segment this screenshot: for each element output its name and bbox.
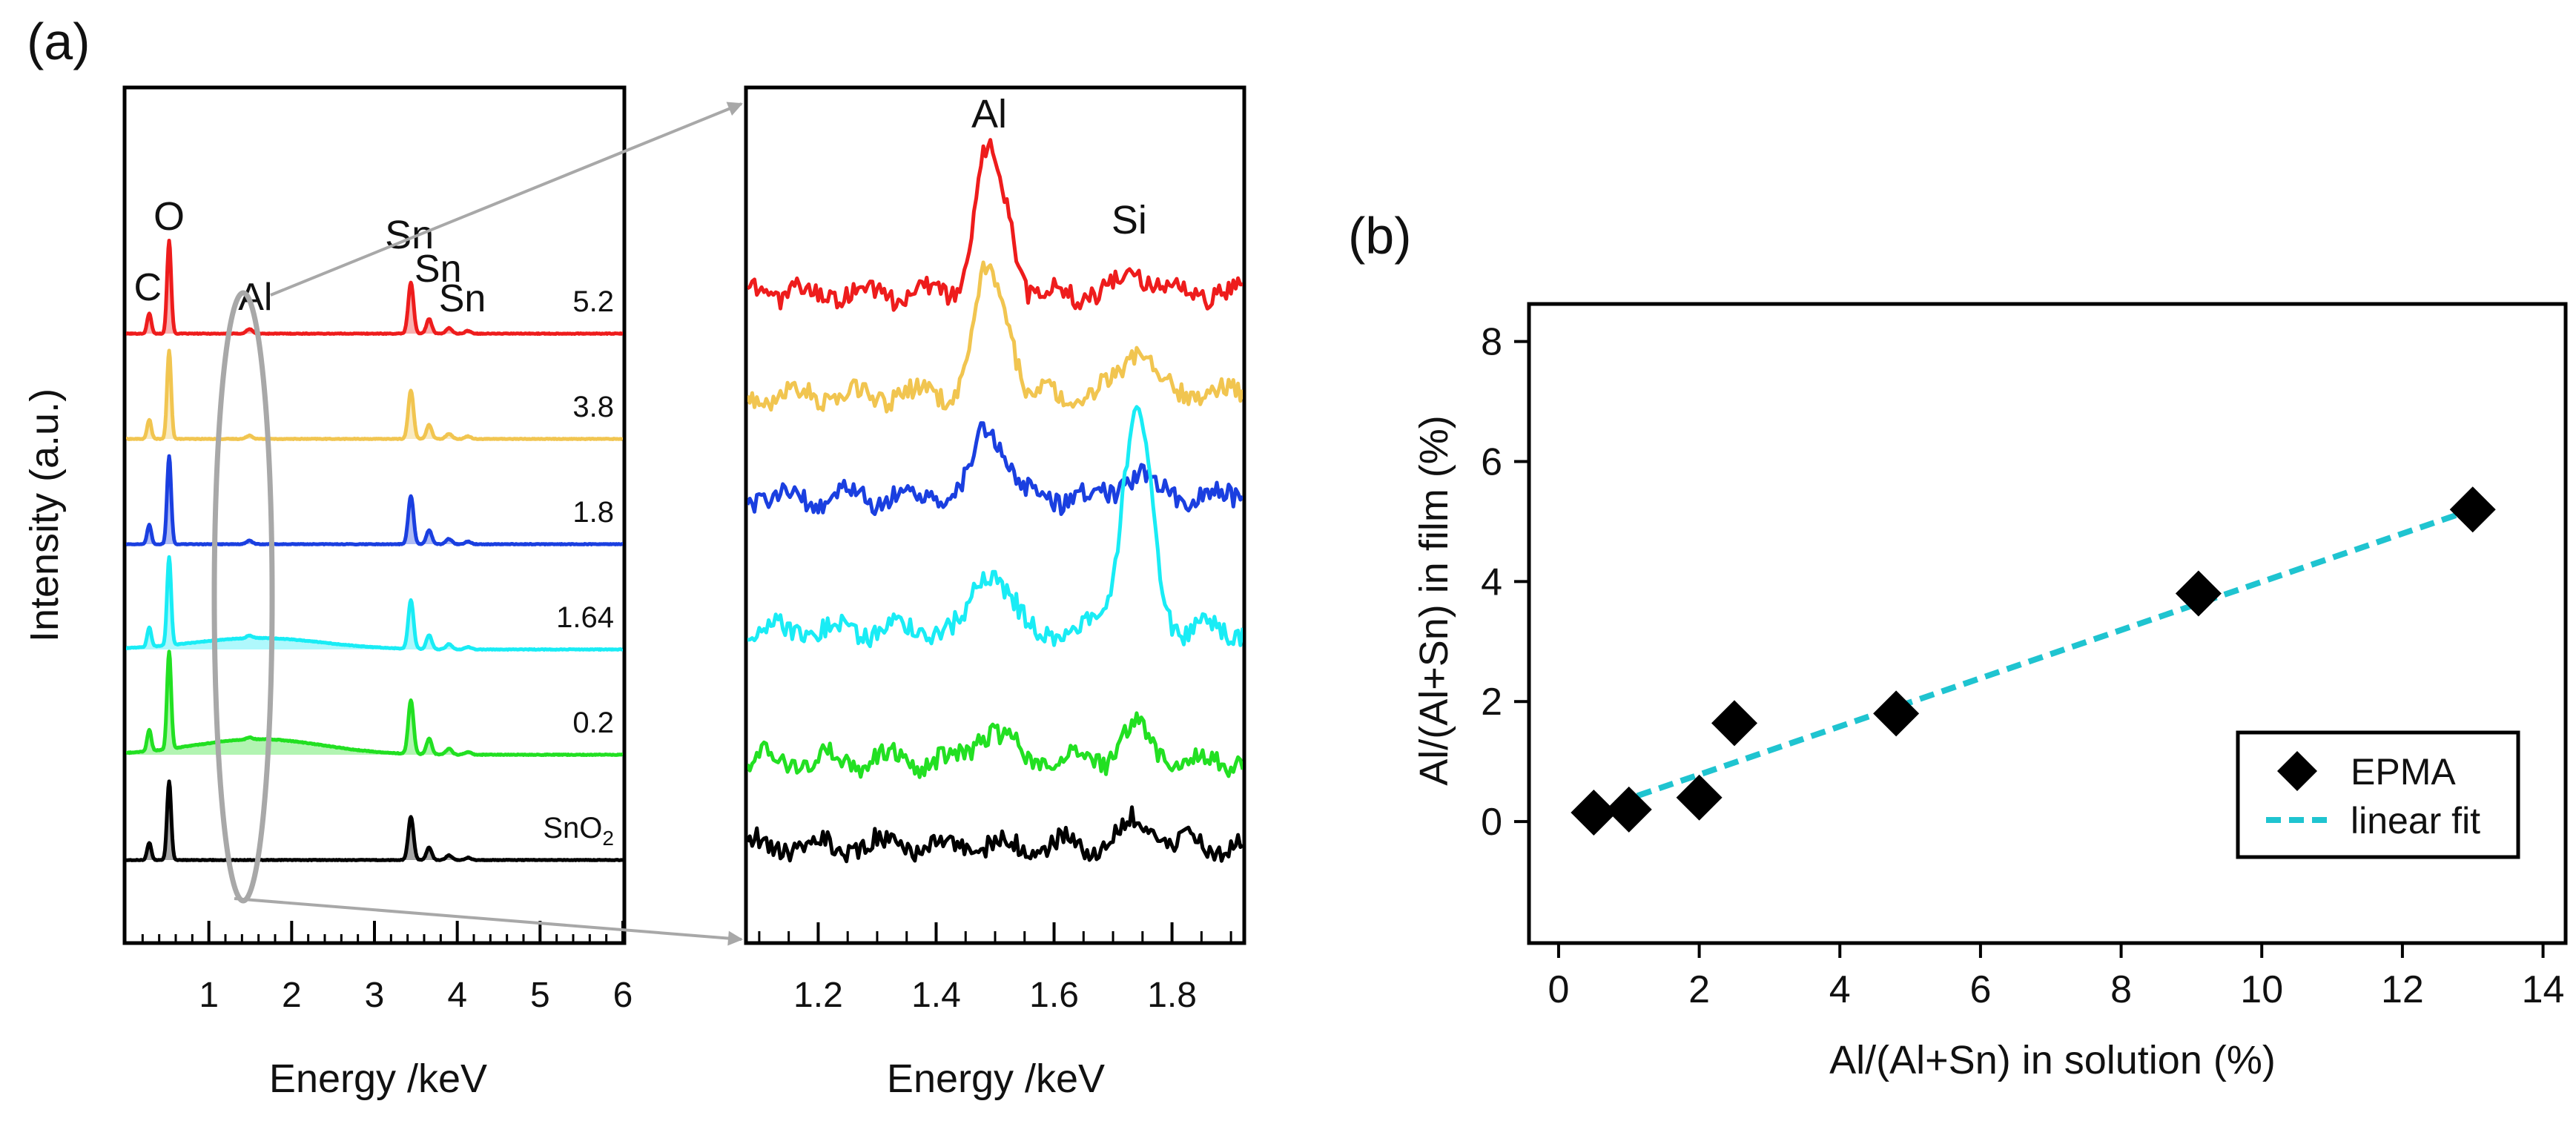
spectrum-line-1.8 — [126, 454, 623, 546]
zoom-annotation-al: Al — [971, 92, 1007, 136]
zoom-spectrum-line-5.2 — [747, 138, 1243, 312]
full-spectrum-frame — [122, 85, 627, 945]
scatter-x-tick-label: 14 — [2522, 968, 2565, 1011]
full-spectrum-tick-label: 5 — [530, 976, 550, 1015]
scatter-y-tick-label: 0 — [1481, 801, 1502, 844]
spectrum-label-1.8: 1.8 — [572, 496, 614, 529]
spectrum-fill-5.2 — [126, 240, 623, 334]
spectrum-label-1.64: 1.64 — [556, 601, 614, 634]
epma-data-point — [2175, 570, 2222, 617]
zoom-spectrum-line-3.8 — [747, 260, 1243, 414]
legend-box — [2236, 730, 2520, 859]
full-spectrum-tick-label: 3 — [365, 976, 385, 1015]
panel-a-label: (a) — [27, 13, 90, 70]
scatter-y-tick-label: 6 — [1481, 440, 1502, 483]
zoom-spectrum-line-1.8 — [747, 421, 1243, 516]
spectrum-fill-1.64 — [126, 557, 623, 650]
zoom-tick-label: 1.4 — [911, 976, 961, 1015]
scatter-x-tick-label: 12 — [2381, 968, 2424, 1011]
spectrum-fill-3.8 — [126, 350, 623, 440]
epma-data-point — [1571, 789, 1617, 836]
zoom-spectrum-frame — [744, 85, 1246, 945]
spectrum-line-5.2 — [126, 239, 623, 336]
scatter-x-tick-label: 2 — [1688, 968, 1710, 1011]
spectrum-line-1.64 — [126, 555, 623, 652]
epma-scatter-chart: 0 2 4 6 8 10 12 14 0 2 4 6 8 EPMA linear fit Al/(Al+… — [1412, 302, 2568, 1082]
linear-fit-line — [1593, 506, 2474, 814]
scatter-x-axis-label: Al/(Al+Sn) in solution (%) — [1829, 1038, 2276, 1082]
spectrum-line-SnO2 — [126, 779, 623, 862]
spectrum-fill-0.2 — [126, 651, 623, 755]
full-spectrum-x-axis-label: Energy /keV — [269, 1056, 487, 1101]
full-spectrum-tick-label: 6 — [613, 976, 633, 1015]
zoom-spectrum-x-axis-label: Energy /keV — [887, 1056, 1105, 1101]
legend-marker-epma — [2277, 751, 2317, 791]
panel-b-label: (b) — [1348, 207, 1412, 265]
peak-label-c-0: C — [133, 266, 162, 309]
legend-label-epma: EPMA — [2351, 751, 2456, 793]
zoom-arrow-top — [270, 102, 743, 297]
scatter-y-axis-label: Al/(Al+Sn) in film (%) — [1412, 415, 1456, 786]
legend-label-linear-fit: linear fit — [2351, 800, 2480, 841]
zoom-spectrum-line-SnO2 — [747, 805, 1243, 864]
scatter-y-tick-label: 4 — [1481, 560, 1502, 604]
scatter-y-tick-label: 2 — [1481, 681, 1502, 724]
spectrum-line-0.2 — [126, 649, 623, 757]
al-region-highlight-ellipse — [211, 290, 275, 904]
scatter-x-tick-label: 0 — [1548, 968, 1569, 1011]
scatter-x-tick-label: 6 — [1969, 968, 1991, 1011]
scatter-legend: EPMA linear fit — [2236, 730, 2520, 859]
full-spectrum-y-axis-label: Intensity (a.u.) — [22, 388, 67, 642]
peak-label-sn-5: Sn — [439, 277, 486, 320]
zoom-tick-label: 1.2 — [793, 976, 843, 1015]
spectrum-label-SnO2: SnO2 — [543, 812, 614, 850]
zoom-tick-label: 1.8 — [1147, 976, 1197, 1015]
peak-label-sn-3: Sn — [385, 213, 434, 257]
spectrum-line-3.8 — [126, 348, 623, 441]
full-spectrum-tick-label: 2 — [282, 976, 302, 1015]
epma-data-point — [1676, 774, 1723, 821]
zoom-spectrum-line-1.64 — [747, 405, 1243, 649]
epma-data-point — [1605, 786, 1652, 833]
peak-label-sn-4: Sn — [415, 248, 462, 291]
scatter-x-tick-label: 4 — [1829, 968, 1851, 1011]
epma-data-point — [1711, 700, 1758, 747]
scatter-frame — [1527, 302, 2568, 945]
zoom-arrow-bottom — [234, 897, 743, 946]
zoom-annotation-si: Si — [1112, 198, 1147, 242]
spectrum-label-5.2: 5.2 — [572, 285, 614, 318]
epma-data-point — [1873, 690, 1920, 737]
zoom-spectrum-chart: 1.2 1.4 1.6 1.8 Al Si Energy /keV — [744, 85, 1246, 1101]
zoom-spectrum-line-0.2 — [747, 711, 1243, 779]
spectrum-fill-1.8 — [126, 456, 623, 545]
spectrum-label-0.2: 0.2 — [572, 707, 614, 739]
zoom-tick-label: 1.6 — [1029, 976, 1079, 1015]
epma-data-point — [2449, 486, 2496, 533]
scatter-x-tick-label: 10 — [2240, 968, 2283, 1011]
scatter-x-tick-label: 8 — [2110, 968, 2132, 1011]
peak-label-o-1: O — [153, 194, 185, 239]
full-spectrum-tick-label: 4 — [447, 976, 467, 1015]
full-spectrum-tick-label: 1 — [199, 976, 219, 1015]
scatter-y-tick-label: 8 — [1481, 321, 1502, 364]
spectrum-label-3.8: 3.8 — [572, 391, 614, 423]
